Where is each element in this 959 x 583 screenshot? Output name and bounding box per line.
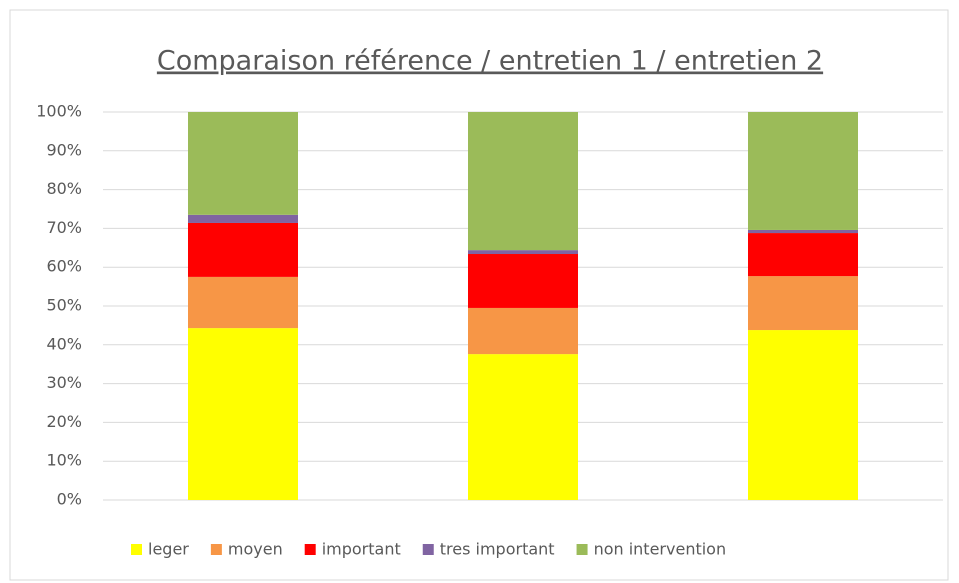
y-tick-label: 70% bbox=[46, 218, 82, 237]
y-tick-label: 60% bbox=[46, 257, 82, 276]
legend-swatch bbox=[211, 544, 222, 555]
bar-segment bbox=[188, 328, 298, 500]
bar-segment bbox=[468, 254, 578, 308]
y-tick-label: 90% bbox=[46, 140, 82, 159]
y-tick-label: 10% bbox=[46, 451, 82, 470]
bar-segment bbox=[748, 233, 858, 276]
bar-segment bbox=[468, 250, 578, 254]
bar-segment bbox=[468, 308, 578, 354]
bar-segment bbox=[468, 112, 578, 250]
bar-segment bbox=[468, 354, 578, 500]
bar-segment bbox=[188, 223, 298, 277]
bar-segment bbox=[188, 215, 298, 223]
legend-label: important bbox=[322, 540, 401, 559]
y-tick-label: 80% bbox=[46, 179, 82, 198]
bar-segment bbox=[748, 112, 858, 230]
legend-swatch bbox=[577, 544, 588, 555]
bar-segment bbox=[748, 276, 858, 330]
y-tick-label: 50% bbox=[46, 296, 82, 315]
legend-label: non intervention bbox=[594, 540, 727, 559]
legend-label: tres important bbox=[440, 540, 555, 559]
legend-swatch bbox=[305, 544, 316, 555]
legend-swatch bbox=[423, 544, 434, 555]
chart-title: Comparaison référence / entretien 1 / en… bbox=[157, 46, 823, 77]
y-tick-label: 20% bbox=[46, 412, 82, 431]
y-tick-label: 30% bbox=[46, 373, 82, 392]
chart: Comparaison référence / entretien 1 / en… bbox=[0, 0, 959, 583]
bar-segment bbox=[188, 277, 298, 328]
legend-swatch bbox=[131, 544, 142, 555]
y-tick-label: 100% bbox=[36, 102, 82, 121]
legend-label: moyen bbox=[228, 540, 283, 559]
bar-segment bbox=[748, 230, 858, 233]
legend-label: leger bbox=[148, 540, 189, 559]
y-tick-label: 40% bbox=[46, 334, 82, 353]
y-tick-label: 0% bbox=[57, 490, 82, 509]
bar-segment bbox=[188, 112, 298, 215]
bar-segment bbox=[748, 330, 858, 500]
